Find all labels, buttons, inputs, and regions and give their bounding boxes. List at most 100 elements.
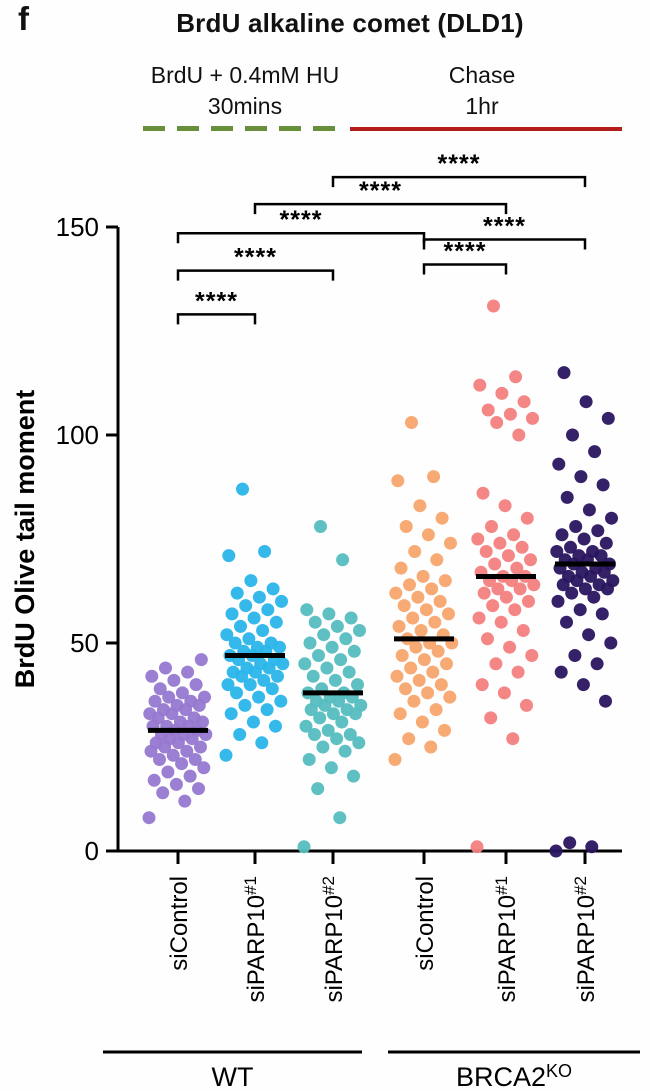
significance-bracket	[422, 263, 508, 275]
data-point	[324, 761, 338, 775]
data-point	[578, 582, 592, 596]
data-point	[497, 686, 511, 700]
data-point	[516, 624, 530, 637]
data-point	[560, 490, 574, 504]
data-point	[257, 673, 271, 687]
data-point	[579, 395, 593, 409]
data-point	[169, 777, 183, 791]
data-point	[188, 753, 202, 766]
data-point	[486, 599, 500, 613]
data-point	[351, 678, 364, 692]
data-point	[605, 511, 618, 525]
data-point	[522, 594, 535, 608]
data-point	[325, 640, 339, 654]
data-point	[187, 711, 201, 725]
data-point	[347, 644, 361, 658]
significance-stars: ****	[359, 177, 402, 205]
data-point	[347, 769, 360, 783]
data-point	[596, 478, 610, 492]
data-point	[550, 545, 564, 558]
data-point	[228, 636, 242, 650]
data-point	[503, 640, 517, 654]
y-tick-label: 150	[56, 212, 99, 242]
data-point	[255, 736, 269, 750]
data-point	[238, 698, 252, 712]
data-point	[219, 748, 233, 762]
data-point	[260, 703, 274, 717]
data-point	[595, 607, 609, 621]
treatment-phase2-label: Chase 1hr	[372, 60, 592, 122]
data-point	[173, 715, 187, 729]
data-point	[269, 615, 283, 629]
data-point	[313, 711, 327, 725]
significance-stars: ****	[280, 206, 323, 234]
data-point	[564, 540, 577, 554]
data-point	[300, 603, 314, 617]
data-point	[406, 611, 420, 625]
data-point	[495, 386, 509, 400]
data-point	[566, 428, 579, 442]
data-point	[240, 661, 254, 675]
data-point	[552, 457, 566, 471]
data-point	[258, 545, 272, 558]
data-point	[236, 482, 249, 496]
data-point	[156, 786, 170, 800]
data-point	[334, 653, 348, 667]
data-point	[557, 366, 571, 380]
data-point	[392, 619, 406, 633]
data-point	[317, 628, 331, 642]
data-point	[306, 669, 320, 683]
data-point	[414, 624, 428, 637]
treatment-phase1-line1: BrdU + 0.4mM HU	[150, 62, 340, 88]
data-point	[506, 732, 520, 746]
data-point	[599, 536, 613, 550]
data-point	[417, 653, 431, 667]
significance-stars: ****	[483, 212, 526, 240]
data-point	[275, 594, 288, 608]
significance-bracket	[176, 231, 426, 244]
data-point	[481, 403, 495, 417]
data-point	[274, 694, 288, 708]
data-point	[493, 536, 507, 550]
data-point	[582, 503, 596, 517]
data-point	[266, 582, 280, 596]
data-point	[411, 590, 425, 604]
scatter-group-2	[297, 520, 368, 854]
data-point	[498, 499, 512, 513]
data-point	[473, 378, 487, 392]
data-point	[340, 703, 354, 717]
data-point	[157, 703, 170, 717]
treatment-phase2-line1: Chase	[448, 62, 516, 88]
data-point	[225, 607, 239, 621]
data-point	[435, 511, 449, 525]
data-point	[501, 549, 515, 563]
data-point	[269, 719, 282, 733]
data-point	[271, 669, 284, 683]
data-point	[569, 520, 583, 533]
data-point	[416, 569, 430, 583]
data-point	[308, 615, 322, 629]
significance-bracket	[331, 175, 587, 188]
data-point	[299, 719, 313, 733]
significance-bracket	[176, 313, 257, 325]
data-point	[198, 690, 211, 704]
comet-scatter-chart: 0 50 100 150 BrdU Olive tail moment siControl…	[10, 150, 640, 1091]
data-point	[175, 686, 189, 700]
data-point	[224, 707, 238, 721]
data-point	[560, 615, 573, 629]
data-point	[424, 740, 438, 754]
data-point	[243, 678, 257, 692]
data-point	[562, 569, 575, 583]
data-point	[389, 586, 403, 600]
data-point	[399, 520, 413, 533]
data-point	[242, 632, 256, 646]
data-point	[438, 574, 452, 588]
chase-timeline-solid	[350, 127, 622, 131]
data-point	[444, 536, 457, 550]
data-point	[524, 553, 537, 567]
significance-stars: ****	[438, 150, 481, 178]
significance-bracket	[422, 238, 587, 250]
data-point	[265, 682, 279, 696]
data-point	[230, 586, 244, 600]
